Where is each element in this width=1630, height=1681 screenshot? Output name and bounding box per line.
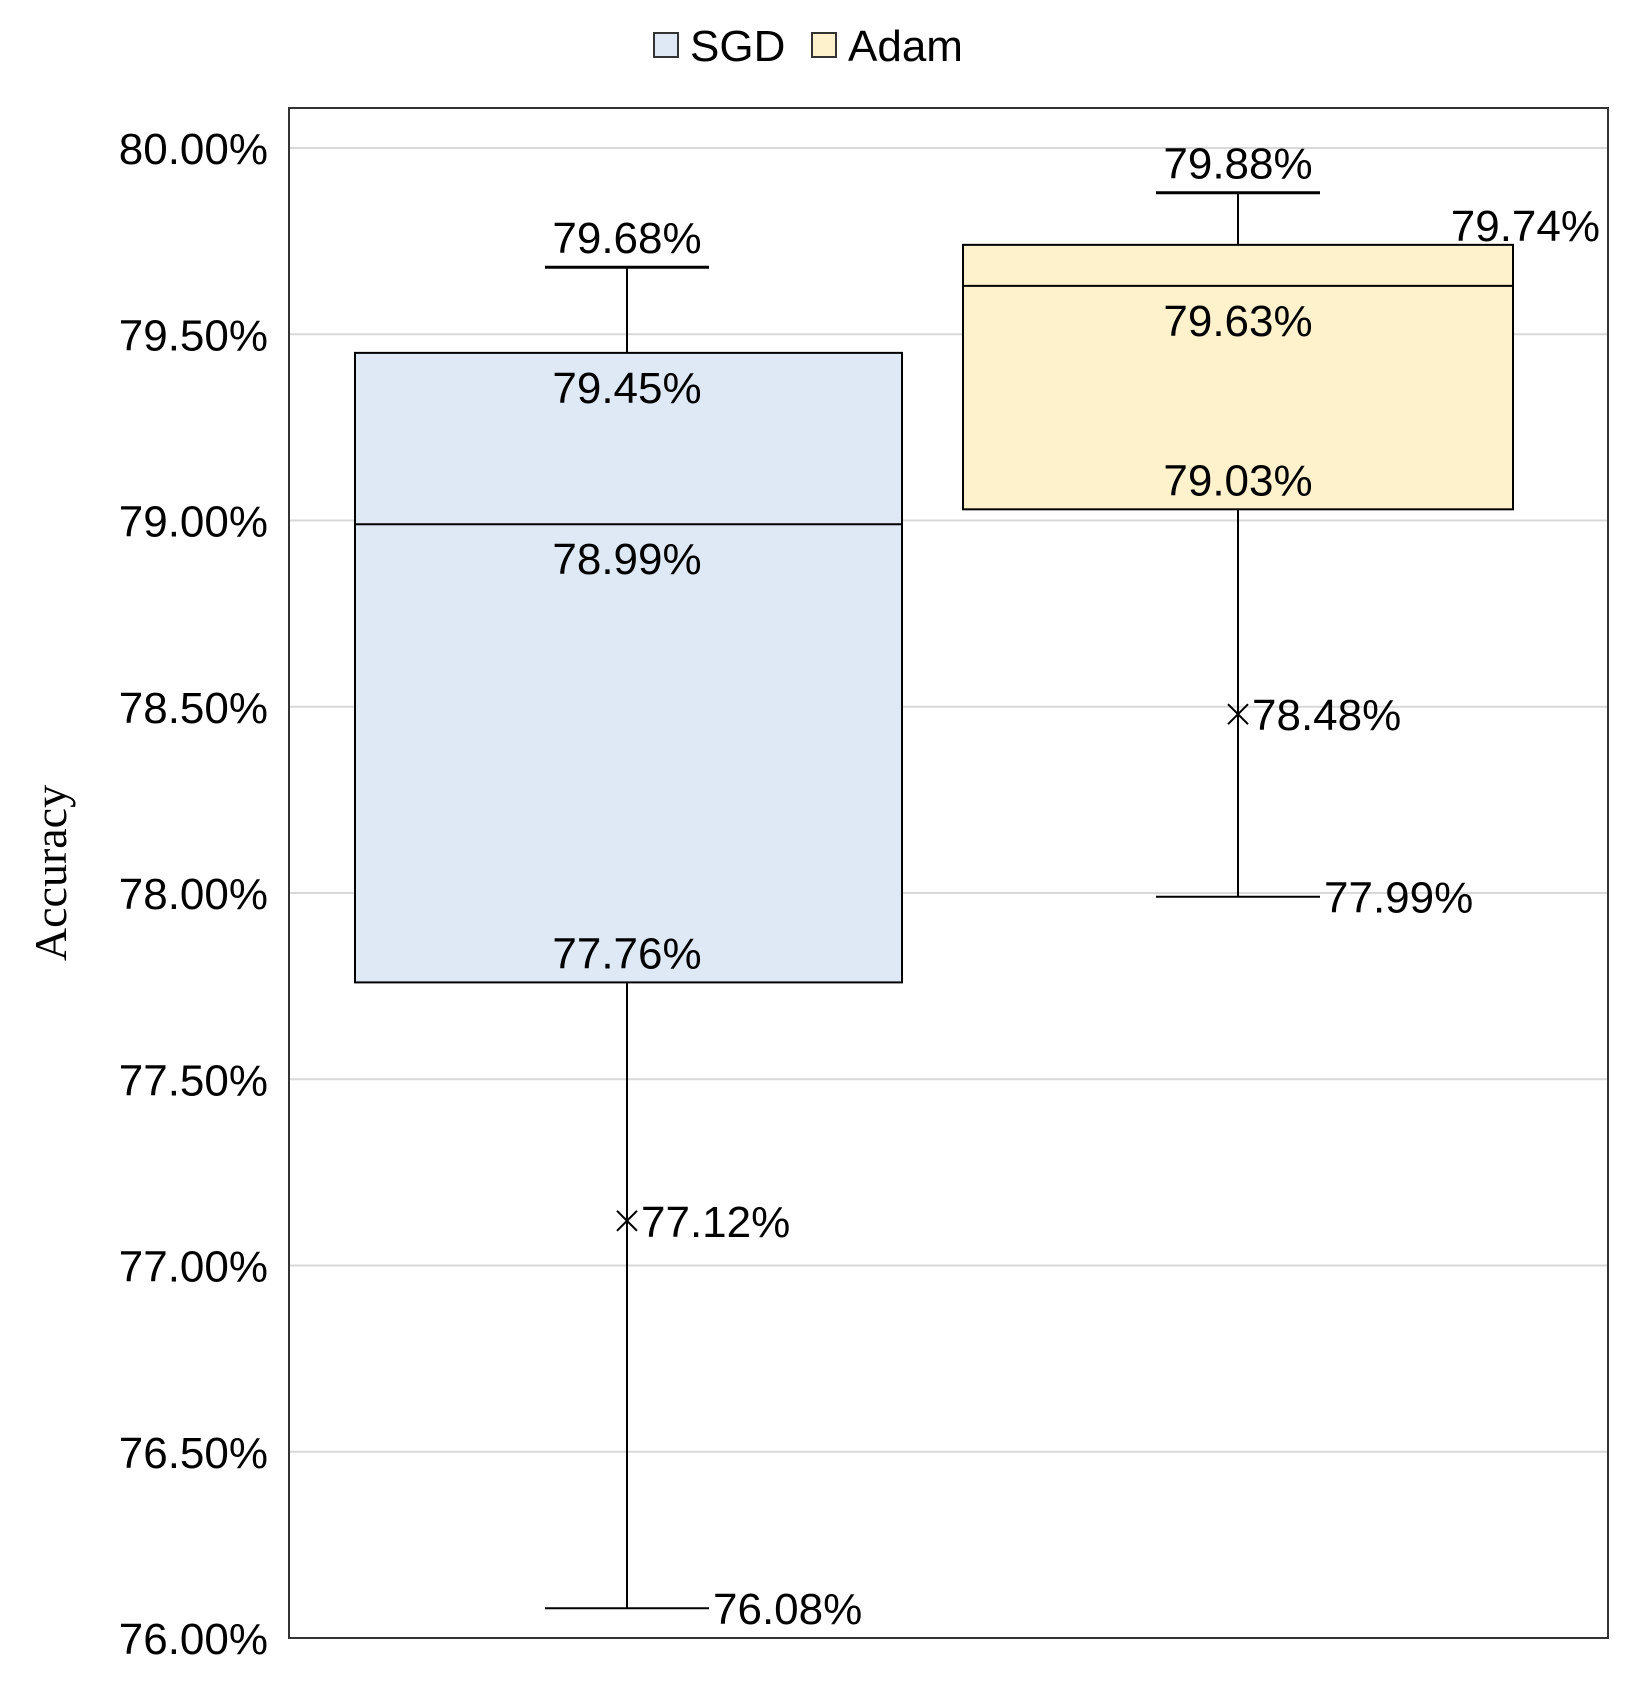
data-label-q1: 79.03% xyxy=(1163,456,1312,505)
data-label-median: 78.99% xyxy=(552,535,701,584)
legend-swatch-sgd xyxy=(653,32,679,58)
box-adam: 79.88% 79.74% 79.63% 79.03% 78.48% 77.99% xyxy=(962,140,1600,923)
data-label-max: 79.68% xyxy=(552,214,701,263)
data-label-q1: 77.76% xyxy=(552,929,701,978)
y-tick-label: 80.00% xyxy=(119,125,268,174)
box-series-group: 79.68% 79.45% 78.99% 77.76% 77.12% 76.08% 79.8… xyxy=(354,140,1600,1634)
y-tick-label: 76.50% xyxy=(119,1429,268,1478)
y-tick-label: 79.00% xyxy=(119,498,268,547)
data-label-min: 76.08% xyxy=(713,1585,862,1634)
y-tick-label: 77.50% xyxy=(119,1056,268,1105)
data-label-median: 79.63% xyxy=(1163,297,1312,346)
iqr-box xyxy=(354,351,903,984)
data-label-mean: 77.12% xyxy=(641,1198,790,1247)
legend-label-sgd: SGD xyxy=(690,22,785,71)
y-tick-label: 78.50% xyxy=(119,684,268,733)
y-tick-label: 76.00% xyxy=(119,1615,268,1664)
mean-marker xyxy=(1227,703,1249,725)
y-tick-label: 77.00% xyxy=(119,1243,268,1292)
box-sgd: 79.68% 79.45% 78.99% 77.76% 77.12% 76.08% xyxy=(354,214,903,1634)
data-label-q3: 79.74% xyxy=(1451,202,1600,251)
data-label-max: 79.88% xyxy=(1163,140,1312,189)
y-axis-ticks: 76.00% 76.50% 77.00% 77.50% 78.00% 78.50% 79.0… xyxy=(119,125,268,1664)
y-tick-label: 78.00% xyxy=(119,870,268,919)
data-label-mean: 78.48% xyxy=(1252,691,1401,740)
legend-swatch-adam xyxy=(811,32,837,58)
mean-marker xyxy=(616,1210,638,1232)
y-tick-label: 79.50% xyxy=(119,311,268,360)
legend: SGD Adam xyxy=(653,22,963,71)
data-label-q3: 79.45% xyxy=(552,364,701,413)
plot-area-frame xyxy=(288,107,1609,1639)
y-axis-title: Accuracy xyxy=(25,785,76,961)
data-label-min: 77.99% xyxy=(1324,874,1473,923)
legend-label-adam: Adam xyxy=(848,22,963,71)
iqr-box xyxy=(962,243,1514,511)
